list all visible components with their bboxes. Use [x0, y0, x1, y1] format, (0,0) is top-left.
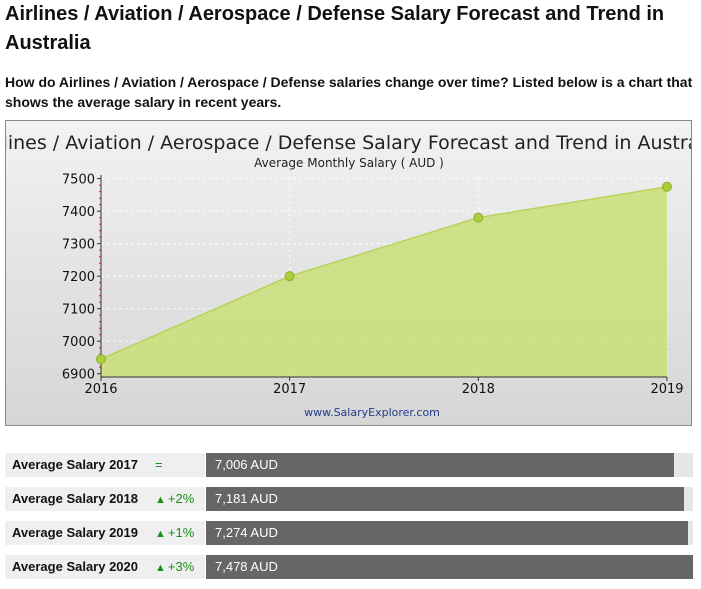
salary-row-bar — [206, 453, 675, 477]
x-tick-label: 2018 — [462, 382, 495, 397]
salary-row: Average Salary 2020 ▲ +3% 7,478 AUD — [5, 555, 693, 579]
intro-text: How do Airlines / Aviation / Aerospace /… — [5, 74, 693, 110]
chart-credit: www.SalaryExplorer.com — [304, 406, 440, 419]
chart-subtitle: Average Monthly Salary ( AUD ) — [254, 156, 444, 170]
salary-row-change-value: = — [155, 457, 163, 472]
salary-row-head: Average Salary 2017 = — [5, 453, 205, 477]
salary-row-change-value: +2% — [167, 491, 195, 506]
up-arrow-icon: ▲ — [155, 494, 166, 506]
salary-row-head: Average Salary 2020 ▲ +3% — [5, 555, 205, 579]
salary-row-label: Average Salary 2018 — [12, 491, 139, 506]
salary-row-bar — [206, 555, 693, 579]
salary-row-change: ▲ +2% — [155, 491, 194, 506]
x-tick-label: 2019 — [650, 382, 683, 397]
y-tick-label: 7100 — [62, 303, 95, 318]
salary-row-bar — [206, 487, 684, 511]
up-arrow-icon: ▲ — [155, 562, 166, 574]
page-title: Airlines / Aviation / Aerospace / Defens… — [5, 3, 665, 54]
data-point — [662, 181, 672, 192]
salary-row: Average Salary 2019 ▲ +1% 7,274 AUD — [5, 521, 693, 545]
y-tick-label: 7500 — [62, 173, 95, 188]
y-tick-label: 7200 — [62, 270, 95, 285]
y-tick-label: 7000 — [62, 335, 95, 350]
salary-row-change-value: +3% — [167, 559, 195, 574]
salary-row-value: 7,274 AUD — [215, 525, 278, 540]
salary-row-head: Average Salary 2018 ▲ +2% — [5, 487, 205, 511]
data-point — [473, 212, 484, 223]
x-tick-label: 2017 — [273, 382, 306, 397]
salary-row-label: Average Salary 2020 — [12, 559, 139, 574]
chart-title: Airlines / Aviation / Aerospace / Defens… — [6, 132, 692, 154]
salary-row-value: 7,006 AUD — [215, 457, 278, 472]
salary-row: Average Salary 2018 ▲ +2% 7,181 AUD — [5, 487, 693, 511]
salary-row: Average Salary 2017 = 7,006 AUD — [5, 453, 693, 477]
salary-row-change: ▲ +3% — [155, 559, 194, 574]
salary-row-bar — [206, 521, 689, 545]
data-point — [284, 271, 295, 282]
salary-row-label: Average Salary 2019 — [12, 525, 139, 540]
salary-row-change: = — [155, 457, 163, 472]
salary-rows: Average Salary 2017 = 7,006 AUD Average Sal… — [5, 453, 693, 589]
salary-chart: Airlines / Aviation / Aerospace / Defens… — [5, 120, 692, 426]
salary-row-change-value: +1% — [167, 525, 195, 540]
salary-row-track: 7,181 AUD — [206, 487, 693, 511]
chart-svg: Airlines / Aviation / Aerospace / Defens… — [6, 132, 692, 419]
salary-row-track: 7,006 AUD — [206, 453, 693, 477]
data-point — [96, 354, 106, 365]
salary-row-label: Average Salary 2017 — [12, 457, 139, 472]
salary-row-head: Average Salary 2019 ▲ +1% — [5, 521, 205, 545]
salary-row-value: 7,478 AUD — [215, 559, 278, 574]
salary-row-change: ▲ +1% — [155, 525, 194, 540]
salary-row-track: 7,274 AUD — [206, 521, 693, 545]
area-fill — [101, 186, 667, 377]
y-tick-label: 6900 — [62, 368, 95, 383]
series-line — [100, 186, 668, 360]
x-tick-label: 2016 — [84, 382, 117, 397]
y-tick-label: 7300 — [62, 238, 95, 253]
y-tick-label: 7400 — [62, 205, 95, 220]
salary-row-track: 7,478 AUD — [206, 555, 693, 579]
salary-row-value: 7,181 AUD — [215, 491, 278, 506]
up-arrow-icon: ▲ — [155, 528, 166, 540]
